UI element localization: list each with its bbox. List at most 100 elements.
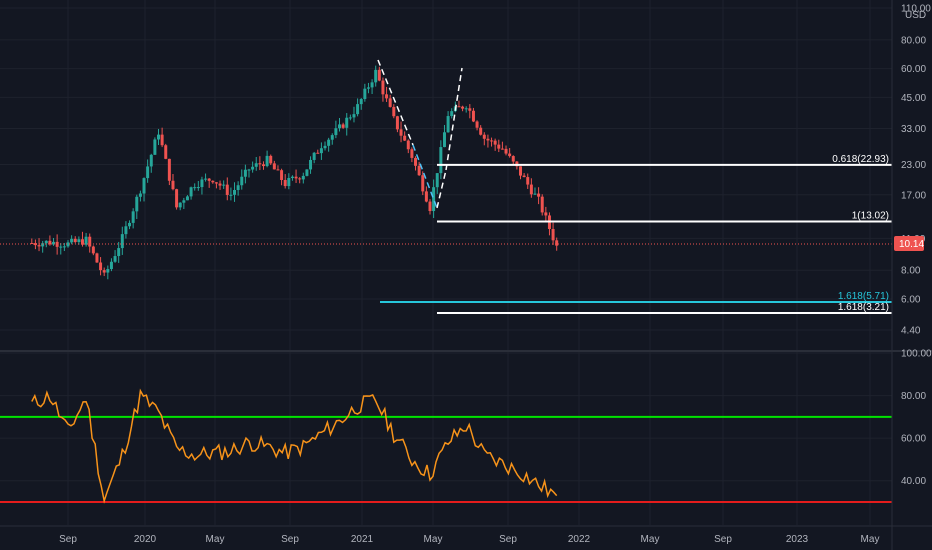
- candle-body[interactable]: [149, 154, 153, 167]
- candle-body[interactable]: [30, 242, 34, 244]
- candle-body[interactable]: [99, 262, 103, 271]
- rsi-axis[interactable]: 100.00 80.00 60.00 40.00: [901, 349, 932, 488]
- candle-body[interactable]: [142, 178, 146, 194]
- candle-body[interactable]: [497, 144, 501, 149]
- candle-body[interactable]: [175, 189, 179, 208]
- candle-body[interactable]: [171, 180, 175, 190]
- candle-body[interactable]: [519, 166, 522, 176]
- candle-body[interactable]: [236, 185, 240, 191]
- candle-body[interactable]: [348, 117, 352, 119]
- candle-body[interactable]: [102, 270, 106, 273]
- candle-body[interactable]: [319, 148, 323, 154]
- candle-body[interactable]: [533, 193, 537, 195]
- candle-body[interactable]: [73, 238, 77, 243]
- zigzag-pattern[interactable]: [377, 59, 463, 209]
- candle-body[interactable]: [33, 243, 37, 246]
- candle-body[interactable]: [193, 187, 197, 189]
- candle-body[interactable]: [403, 135, 407, 141]
- candle-body[interactable]: [356, 104, 360, 115]
- candle-body[interactable]: [222, 184, 226, 186]
- candle-body[interactable]: [406, 140, 410, 150]
- candle-body[interactable]: [338, 124, 341, 129]
- candle-body[interactable]: [261, 164, 265, 167]
- candle-body[interactable]: [124, 226, 128, 235]
- candle-body[interactable]: [493, 140, 497, 145]
- candle-body[interactable]: [461, 106, 465, 109]
- candle-body[interactable]: [555, 240, 559, 246]
- candle-body[interactable]: [157, 134, 160, 140]
- candle-body[interactable]: [138, 193, 142, 197]
- candle-body[interactable]: [305, 169, 309, 176]
- candle-body[interactable]: [500, 148, 504, 150]
- candle-body[interactable]: [439, 147, 443, 174]
- candle-body[interactable]: [229, 194, 233, 196]
- candle-body[interactable]: [388, 98, 392, 107]
- candle-body[interactable]: [522, 175, 526, 178]
- candle-body[interactable]: [381, 80, 385, 95]
- candle-body[interactable]: [551, 229, 555, 241]
- candle-body[interactable]: [316, 152, 320, 154]
- candle-body[interactable]: [490, 140, 494, 142]
- candle-body[interactable]: [254, 163, 258, 167]
- candle-body[interactable]: [225, 184, 229, 195]
- candle-body[interactable]: [290, 176, 294, 178]
- candle-body[interactable]: [414, 157, 418, 166]
- candle-body[interactable]: [204, 178, 208, 180]
- rsi-line[interactable]: [31, 388, 558, 504]
- candle-body[interactable]: [80, 239, 84, 245]
- candle-body[interactable]: [66, 242, 70, 247]
- pattern-segment[interactable]: [412, 144, 438, 209]
- candle-body[interactable]: [312, 152, 316, 160]
- candle-body[interactable]: [276, 169, 280, 171]
- candle-body[interactable]: [207, 178, 211, 181]
- candle-body[interactable]: [211, 180, 215, 183]
- candle-body[interactable]: [392, 106, 396, 117]
- candle-body[interactable]: [540, 196, 544, 213]
- candle-body[interactable]: [84, 236, 88, 245]
- fibonacci-levels[interactable]: 0.618(22.93) 1(13.02) 1.618(5.71)1.618(3.2…: [380, 154, 892, 314]
- candle-body[interactable]: [48, 240, 52, 245]
- candle-body[interactable]: [301, 175, 305, 180]
- candle-body[interactable]: [395, 116, 399, 130]
- candle-body[interactable]: [146, 166, 150, 179]
- candle-body[interactable]: [479, 127, 483, 135]
- candle-body[interactable]: [280, 170, 284, 180]
- candle-body[interactable]: [106, 269, 110, 273]
- candle-body[interactable]: [128, 222, 132, 227]
- candle-body[interactable]: [334, 128, 338, 136]
- candle-body[interactable]: [113, 256, 117, 262]
- price-axis[interactable]: USD 110.00 80.00 60.00 45.00 33.00 23.00 17.00…: [901, 4, 931, 337]
- candle-body[interactable]: [265, 155, 269, 167]
- candle-body[interactable]: [327, 139, 331, 146]
- candle-body[interactable]: [374, 69, 378, 83]
- candle-body[interactable]: [417, 165, 421, 176]
- candle-body[interactable]: [482, 134, 486, 139]
- candle-body[interactable]: [385, 94, 389, 99]
- candle-body[interactable]: [131, 211, 135, 223]
- candle-body[interactable]: [442, 132, 446, 148]
- candle-body[interactable]: [544, 212, 548, 216]
- candle-body[interactable]: [109, 261, 113, 270]
- candle-body[interactable]: [59, 246, 63, 248]
- candle-body[interactable]: [233, 190, 237, 195]
- candle-body[interactable]: [120, 234, 124, 249]
- candle-body[interactable]: [135, 196, 139, 212]
- candle-body[interactable]: [247, 169, 251, 171]
- candle-body[interactable]: [91, 246, 95, 254]
- candle-body[interactable]: [475, 121, 479, 128]
- candle-body[interactable]: [117, 248, 121, 257]
- candle-body[interactable]: [153, 139, 157, 155]
- candle-body[interactable]: [504, 148, 508, 154]
- candle-body[interactable]: [164, 145, 168, 159]
- candle-body[interactable]: [200, 179, 204, 188]
- candle-body[interactable]: [37, 245, 41, 247]
- candle-body[interactable]: [450, 111, 454, 117]
- candle-body[interactable]: [189, 187, 193, 197]
- candle-body[interactable]: [486, 138, 490, 141]
- pattern-segment[interactable]: [445, 67, 463, 171]
- pattern-segment[interactable]: [436, 169, 447, 209]
- pattern-segment[interactable]: [377, 59, 414, 146]
- candle-body[interactable]: [511, 156, 515, 162]
- time-axis[interactable]: Sep 2020 May Sep 2021 May Sep 2022 May Sep 2023 May: [0, 525, 932, 545]
